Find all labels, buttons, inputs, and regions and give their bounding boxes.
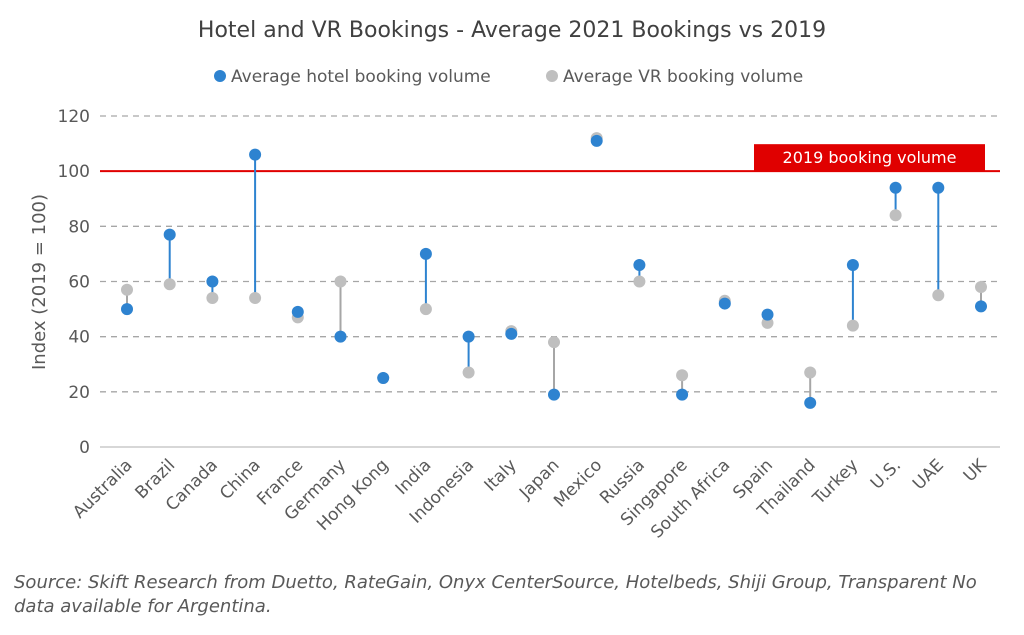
y-axis-label: Index (2019 = 100) (29, 194, 50, 370)
hotel-point (334, 330, 347, 343)
hotel-point (548, 388, 560, 401)
vr-point (975, 281, 987, 294)
vr-point (633, 275, 646, 288)
vr-point (676, 369, 689, 382)
legend: Average hotel booking volume Average VR … (214, 67, 803, 87)
hotel-point (377, 372, 390, 385)
chart-title: Hotel and VR Bookings - Average 2021 Boo… (198, 18, 826, 43)
reference-label: 2019 booking volume (783, 148, 957, 167)
hotel-point (121, 303, 133, 316)
hotel-point (249, 148, 262, 161)
vr-point (419, 303, 432, 316)
hotel-point (932, 181, 945, 194)
vr-point (249, 292, 262, 305)
x-tick-label: UK (960, 455, 991, 486)
y-tick-label: 120 (58, 107, 90, 127)
y-tick-label: 0 (79, 438, 90, 458)
hotel-point (718, 297, 731, 310)
legend-label-vr: Average VR booking volume (563, 67, 803, 87)
vr-point (889, 209, 902, 222)
vr-point (548, 336, 560, 349)
hotel-point (889, 181, 902, 194)
hotel-point (633, 258, 646, 271)
x-tick-labels: AustraliaBrazilCanadaChinaFranceGermanyH… (69, 455, 991, 543)
hotel-point (590, 134, 603, 147)
hotel-point (804, 396, 817, 409)
vr-point (334, 275, 347, 288)
vr-point (932, 289, 945, 302)
vr-point (804, 366, 817, 379)
hotel-point (206, 275, 219, 288)
source-note: Source: Skift Research from Duetto, Rate… (14, 572, 977, 617)
vr-point (846, 319, 859, 332)
chart: Hotel and VR Bookings - Average 2021 Boo… (29, 18, 1000, 543)
x-tick-label: Turkey (808, 455, 862, 509)
hotel-point (419, 247, 432, 260)
y-tick-label: 20 (68, 383, 90, 403)
reference-label-box (754, 144, 985, 172)
data-points (121, 132, 987, 409)
vr-point (206, 292, 219, 305)
hotel-point (505, 327, 518, 340)
legend-label-hotel: Average hotel booking volume (231, 67, 491, 87)
x-tick-label: Italy (481, 455, 521, 495)
hotel-point (462, 330, 475, 343)
y-tick-label: 80 (68, 217, 90, 237)
legend-marker-hotel (214, 70, 226, 82)
y-tick-label: 40 (68, 328, 90, 348)
vr-point (462, 366, 475, 379)
hotel-point (291, 305, 304, 318)
hotel-point (676, 388, 689, 401)
x-tick-label: UAE (909, 455, 948, 494)
x-tick-label: U.S. (867, 455, 905, 493)
x-tick-label: Australia (69, 455, 136, 522)
y-tick-labels: 0 20 40 60 80 100 120 (58, 107, 90, 458)
vr-point (121, 283, 133, 296)
vr-point (163, 278, 176, 291)
x-tick-label: Mexico (550, 455, 606, 511)
hotel-point (975, 300, 987, 313)
y-tick-label: 100 (58, 162, 90, 182)
y-tick-label: 60 (68, 273, 90, 293)
legend-marker-vr (546, 70, 558, 82)
reference-line-group: 2019 booking volume (100, 144, 1000, 173)
hotel-point (761, 308, 774, 321)
hotel-point (163, 228, 176, 241)
vr-point (761, 316, 774, 329)
hotel-point (846, 258, 859, 271)
